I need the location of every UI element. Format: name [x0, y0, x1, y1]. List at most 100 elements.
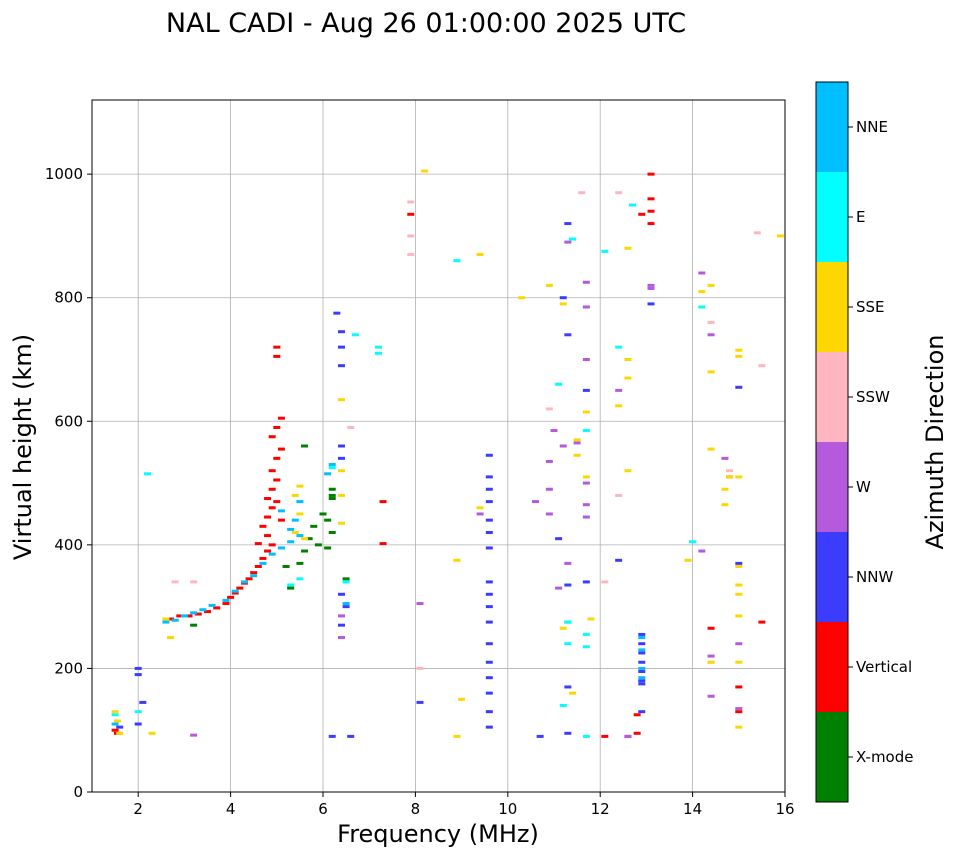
data-point — [416, 666, 424, 670]
data-point — [277, 447, 285, 451]
data-point — [328, 734, 336, 738]
data-point — [250, 571, 258, 575]
data-point — [291, 531, 299, 534]
y-tick-label: 600 — [54, 412, 83, 430]
data-point — [485, 660, 493, 664]
data-point — [559, 302, 567, 306]
data-point — [287, 527, 295, 531]
data-point — [735, 583, 743, 587]
data-point — [148, 731, 156, 735]
data-point — [134, 673, 142, 677]
data-point — [282, 564, 290, 568]
data-point — [273, 345, 281, 349]
data-point — [559, 296, 567, 300]
data-point — [485, 453, 493, 457]
data-point — [453, 259, 461, 263]
data-point — [647, 222, 655, 226]
data-point — [573, 453, 581, 457]
y-axis-label: Virtual height (km) — [9, 334, 37, 560]
data-point — [582, 734, 590, 738]
data-point — [259, 524, 267, 528]
data-point — [337, 614, 345, 618]
data-point — [291, 493, 299, 497]
colorbar-tick-label: Vertical — [856, 658, 912, 676]
data-point — [587, 617, 595, 621]
data-point — [638, 682, 646, 686]
data-point — [287, 583, 295, 587]
data-point — [245, 577, 253, 581]
data-point — [342, 605, 350, 609]
data-point — [638, 651, 646, 655]
data-point — [337, 345, 345, 349]
colorbar-segment — [816, 172, 848, 262]
data-point — [485, 592, 493, 596]
series-sse — [111, 169, 784, 738]
series-e — [111, 203, 706, 738]
x-tick-label: 8 — [411, 800, 421, 818]
data-point — [268, 487, 276, 491]
data-point — [337, 623, 345, 627]
colorbar-tick-label: W — [856, 478, 871, 496]
data-point — [167, 636, 175, 640]
data-point — [564, 685, 572, 689]
x-tick-label: 12 — [591, 800, 610, 818]
chart-title: NAL CADI - Aug 26 01:00:00 2025 UTC — [166, 8, 686, 39]
data-point — [568, 237, 576, 241]
colorbar-segment — [816, 532, 848, 622]
data-point — [485, 691, 493, 695]
colorbar-segment — [816, 622, 848, 712]
data-point — [485, 475, 493, 479]
data-point — [277, 518, 285, 522]
data-point — [162, 620, 170, 624]
data-point — [347, 425, 355, 429]
data-point — [199, 608, 207, 612]
data-point — [582, 388, 590, 392]
data-point — [485, 487, 493, 491]
data-point — [707, 694, 715, 698]
data-point — [296, 561, 304, 565]
data-point — [545, 283, 553, 287]
data-point — [545, 407, 553, 411]
data-point — [222, 602, 230, 606]
data-point — [194, 612, 202, 616]
data-point — [264, 497, 272, 501]
data-point — [707, 654, 715, 658]
data-point — [647, 286, 655, 290]
series-vertical — [111, 172, 766, 738]
data-point — [268, 506, 276, 510]
data-point — [324, 472, 332, 476]
data-point — [337, 398, 345, 402]
data-point — [134, 722, 142, 726]
x-tick-label: 16 — [775, 800, 794, 818]
data-point — [545, 512, 553, 516]
grid — [92, 100, 786, 793]
data-point — [758, 364, 766, 368]
colorbar-frame — [815, 81, 849, 803]
data-point — [550, 429, 558, 433]
data-point — [735, 614, 743, 618]
y-tick-label: 800 — [54, 289, 83, 307]
colorbar-tick-label: X-mode — [856, 748, 913, 766]
data-point — [638, 636, 646, 640]
data-point — [582, 280, 590, 284]
data-point — [698, 271, 706, 275]
data-point — [485, 642, 493, 646]
data-point — [485, 710, 493, 714]
y-tick-label: 0 — [73, 783, 83, 801]
data-point — [379, 542, 387, 546]
data-point — [582, 358, 590, 361]
data-point — [476, 252, 484, 256]
data-point — [277, 546, 285, 550]
data-point — [296, 577, 304, 581]
data-point — [227, 595, 235, 599]
data-point — [351, 333, 359, 337]
data-point — [707, 660, 715, 664]
data-point — [458, 697, 466, 701]
data-point — [310, 524, 318, 528]
data-point — [726, 475, 734, 479]
data-point — [698, 305, 706, 309]
data-point — [721, 487, 729, 491]
data-point — [319, 512, 327, 516]
data-point — [582, 580, 590, 584]
